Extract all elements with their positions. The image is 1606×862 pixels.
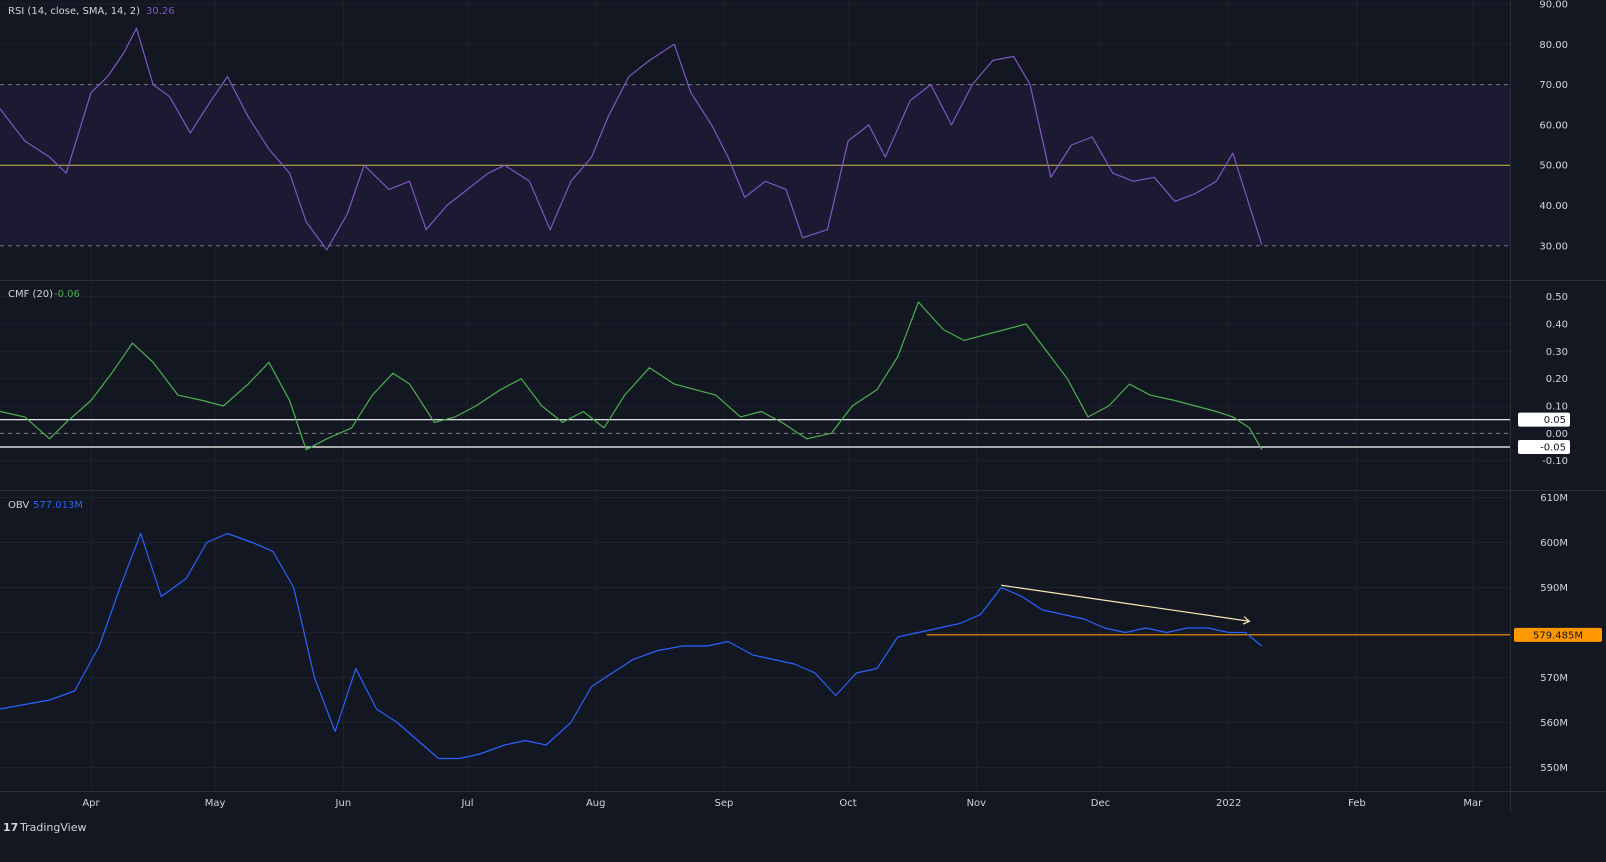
obv-tick-label: 570M (1540, 673, 1568, 684)
time-tick-label: 2022 (1216, 798, 1241, 809)
rsi-value: 30.26 (146, 6, 175, 17)
cmf-level-label: 0.05 (1544, 415, 1566, 426)
obv-tick-label: 550M (1540, 763, 1568, 774)
obv-line (0, 532, 1263, 760)
obv-tick-label: 590M (1540, 583, 1568, 594)
time-tick-label: Nov (967, 798, 987, 809)
rsi-tick-label: 80.00 (1539, 40, 1568, 51)
obv-tick-label: 560M (1540, 718, 1568, 729)
panels-layer (0, 27, 1510, 760)
tradingview-logo[interactable]: 17 TradingView (3, 821, 86, 834)
time-tick-label: Aug (586, 798, 606, 809)
cmf-level-label: -0.05 (1540, 443, 1566, 454)
obv-trendline-arrowhead (1242, 616, 1251, 625)
rsi-tick-label: 50.00 (1539, 161, 1568, 172)
time-tick-label: May (205, 798, 226, 809)
obv-trendline (1001, 584, 1250, 622)
cmf-value: -0.06 (54, 289, 80, 300)
time-axis-layer[interactable]: Apr May Jun Jul Aug Sep Oct Nov Dec 2022 Feb Mar (82, 798, 1483, 809)
cmf-tick-label: 0.50 (1546, 292, 1568, 303)
obv-tick-label: 610M (1540, 493, 1568, 504)
cmf-level-label-box (1518, 440, 1570, 454)
cmf-tick-label: 0.10 (1546, 402, 1568, 413)
time-tick-label: Jun (335, 798, 352, 809)
cmf-tick-label: -0.10 (1542, 456, 1568, 467)
time-tick-label: Mar (1463, 798, 1483, 809)
tradingview-logo-icon: 17 (3, 821, 18, 834)
obv-value: 577.013M (33, 500, 83, 511)
time-tick-label: Oct (839, 798, 856, 809)
time-tick-label: Jul (460, 798, 473, 809)
rsi-tick-label: 90.00 (1539, 0, 1568, 11)
cmf-tick-label: 0.00 (1546, 429, 1568, 440)
time-tick-label: Sep (715, 798, 734, 809)
time-tick-label: Dec (1091, 798, 1110, 809)
obv-level-label: 579.485M (1533, 630, 1583, 641)
rsi-title: RSI (14, close, SMA, 14, 2) (8, 6, 140, 17)
tradingview-brand: TradingView (19, 821, 86, 834)
obv-tick-label: 600M (1540, 538, 1568, 549)
cmf-tick-label: 0.40 (1546, 320, 1568, 331)
cmf-level-label-box (1518, 412, 1570, 427)
rsi-line (0, 27, 1263, 251)
rsi-tick-label: 30.00 (1539, 241, 1568, 252)
cmf-tick-label: 0.20 (1546, 374, 1568, 385)
cmf-line (0, 301, 1263, 451)
obv-title: OBV (8, 500, 29, 511)
rsi-tick-label: 70.00 (1539, 80, 1568, 91)
time-tick-label: Apr (82, 798, 100, 809)
cmf-tick-label: 0.30 (1546, 347, 1568, 358)
price-axis-layer[interactable]: 90.00 80.00 70.00 60.00 50.00 40.00 30.00 0.50 0… (1514, 0, 1602, 774)
rsi-tick-label: 60.00 (1539, 120, 1568, 131)
rsi-tick-label: 40.00 (1539, 201, 1568, 212)
time-tick-label: Feb (1348, 798, 1366, 809)
obv-level-label-box (1514, 627, 1602, 642)
cmf-title: CMF (20) (8, 289, 53, 300)
